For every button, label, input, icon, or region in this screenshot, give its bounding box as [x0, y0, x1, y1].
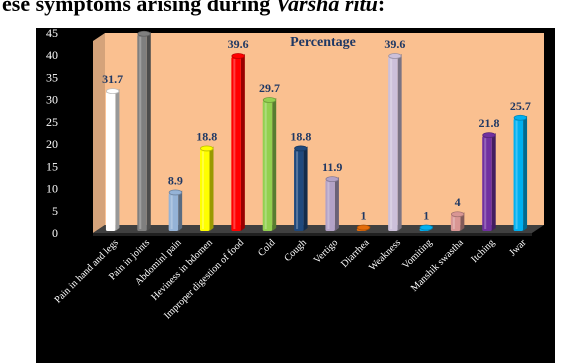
- bar-highlight: [327, 182, 330, 229]
- data-label: 39.6: [228, 37, 249, 51]
- plot-side-wall: [93, 33, 105, 233]
- bar-top: [388, 53, 402, 59]
- bar-highlight: [484, 138, 487, 229]
- bar-side: [272, 98, 277, 231]
- bar-top: [356, 224, 371, 231]
- bar-top: [137, 30, 151, 37]
- bar-highlight: [139, 36, 142, 230]
- data-label: 25.7: [510, 99, 531, 113]
- data-label: 4: [455, 195, 461, 209]
- chart-title: Percentage: [290, 35, 356, 50]
- heading-italic-text: Varsha ritu: [275, 0, 378, 16]
- category-label: Weakness: [367, 237, 403, 273]
- chart-container: 0 5 10 15 20 25 30 35 40 45 Percentage 31.7 Pain in …: [36, 28, 555, 363]
- bar: [137, 34, 147, 232]
- bar-top: [106, 88, 120, 95]
- bar-side: [460, 212, 465, 231]
- category-label: Vertigo: [312, 237, 341, 266]
- bar-side: [334, 177, 339, 231]
- bar-top: [419, 224, 433, 231]
- data-label: 29.7: [259, 81, 280, 95]
- bar-highlight: [170, 195, 173, 229]
- bar-top: [200, 145, 214, 152]
- bar-highlight: [452, 217, 455, 229]
- bar-side: [209, 146, 214, 231]
- data-label: 21.8: [478, 116, 499, 130]
- category-label: Itching: [469, 237, 497, 265]
- bar: [168, 193, 179, 231]
- data-label: 18.8: [196, 129, 217, 143]
- category-label: Cough: [282, 237, 309, 264]
- bar-side: [146, 31, 151, 232]
- bar: [325, 180, 335, 231]
- y-tick-label: 15: [46, 159, 58, 173]
- heading-end-text: :: [377, 0, 386, 16]
- category-label: Jwar: [507, 237, 529, 259]
- data-label: 18.8: [290, 129, 311, 143]
- bar: [482, 136, 492, 231]
- bar: [105, 92, 116, 231]
- y-tick-label: 30: [46, 93, 58, 107]
- bar-highlight: [515, 120, 518, 229]
- bar: [388, 57, 398, 231]
- bar: [262, 101, 273, 231]
- bar-highlight: [107, 94, 110, 229]
- bar-top: [450, 211, 465, 218]
- bar: [294, 149, 304, 231]
- bar: [200, 149, 210, 231]
- bar-highlight: [264, 103, 267, 229]
- y-tick-label: 40: [46, 48, 58, 62]
- page-heading: ese symptoms arising during Varsha ritu:: [0, 0, 565, 21]
- bar-side: [178, 190, 183, 231]
- data-label: 8.9: [168, 173, 183, 187]
- data-label: 1: [423, 209, 429, 223]
- bar-side: [303, 146, 308, 231]
- bar-highlight: [390, 59, 393, 229]
- bar-side: [115, 89, 120, 231]
- data-label: 44.6: [134, 28, 155, 29]
- y-tick-label: 45: [46, 28, 58, 40]
- bar-top: [168, 189, 183, 196]
- bar-top: [513, 114, 527, 121]
- y-tick-label: 10: [46, 182, 58, 196]
- plot-floor: [93, 225, 544, 233]
- y-tick-label: 20: [46, 137, 58, 151]
- plot-back-wall: [105, 33, 544, 225]
- y-tick-label: 0: [52, 226, 58, 240]
- bar: [231, 57, 241, 231]
- bar: [513, 118, 524, 231]
- y-tick-label: 5: [52, 204, 58, 218]
- data-label: 31.7: [102, 72, 123, 86]
- bar-top: [482, 132, 496, 139]
- bar-top: [262, 97, 277, 103]
- bar-top: [294, 145, 308, 152]
- bar-highlight: [296, 151, 299, 229]
- bar-highlight: [233, 59, 236, 229]
- bar-highlight: [202, 151, 204, 229]
- y-tick-label: 25: [46, 115, 58, 129]
- data-label: 11.9: [322, 160, 342, 174]
- bar: [450, 215, 461, 231]
- bar-side: [240, 54, 245, 231]
- plot-floor-edge: [93, 233, 532, 236]
- heading-text: ese symptoms arising during: [2, 0, 276, 16]
- bar-top: [325, 176, 339, 183]
- bar-side: [523, 115, 528, 231]
- data-label: 39.6: [384, 37, 405, 51]
- bar-side: [397, 54, 402, 231]
- data-label: 1: [361, 209, 367, 223]
- bar-side: [491, 133, 496, 231]
- category-label: Cold: [256, 237, 278, 259]
- bar-top: [231, 53, 245, 59]
- y-tick-label: 35: [46, 70, 58, 84]
